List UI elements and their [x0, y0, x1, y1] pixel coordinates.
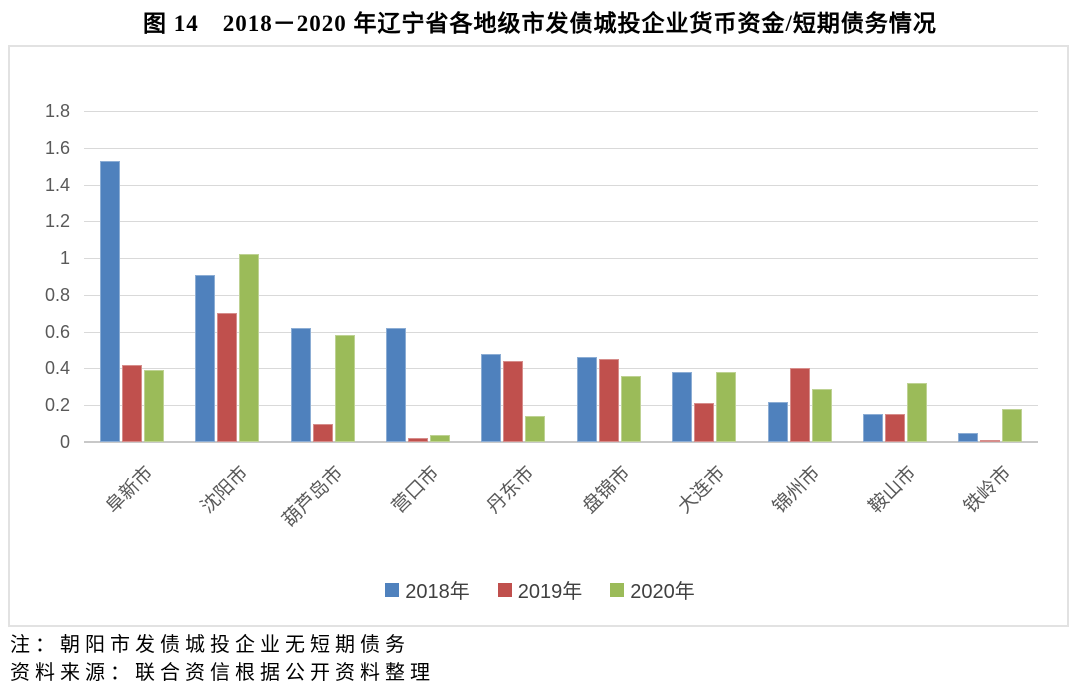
- bar: [291, 328, 311, 442]
- gridline: [84, 294, 1038, 296]
- bar: [716, 372, 736, 442]
- y-axis-label: 0.8: [44, 284, 70, 305]
- x-axis-label: 葫芦岛市: [279, 462, 348, 532]
- gridline: [84, 111, 1038, 112]
- bar: [1002, 409, 1022, 442]
- bar: [812, 389, 832, 442]
- bar: [195, 275, 215, 442]
- legend-label: 2018年: [405, 581, 470, 603]
- x-axis-line: [84, 441, 1038, 443]
- bar: [863, 414, 883, 442]
- chart-frame: 0 0.2 0.4 0.6 0.8 1 1.2 1.4 1.6 1.8 阜新市 沈阳市 葫芦岛市 营口市丹…: [8, 45, 1069, 627]
- gridline: [84, 221, 1038, 223]
- bar: [621, 376, 641, 442]
- bar: [672, 372, 692, 442]
- y-axis-label: 0.2: [44, 395, 70, 416]
- y-axis-label: 0.6: [44, 321, 70, 342]
- bar: [144, 370, 164, 442]
- gridline: [84, 258, 1038, 260]
- x-axis-label: 盘锦市: [578, 462, 635, 518]
- y-axis-label: 1: [59, 248, 70, 269]
- bar: [907, 383, 927, 442]
- bar: [790, 368, 810, 442]
- gridline: [84, 147, 1038, 149]
- x-axis-label: 阜新市: [101, 462, 158, 518]
- y-axis-label: 1.4: [44, 174, 70, 195]
- x-axis-label: 营口市: [388, 462, 444, 518]
- chart-title: 图 14 2018－2020 年辽宁省各地级市发债城投企业货币资金/短期债务情况: [143, 11, 937, 36]
- gridline: [84, 331, 1038, 333]
- y-axis-label: 1.8: [44, 101, 70, 121]
- bar: [980, 440, 1000, 442]
- bar: [694, 403, 714, 442]
- bar: [386, 328, 406, 442]
- gridline: [84, 405, 1038, 407]
- bar: [503, 361, 523, 442]
- footnotes: 注：朝阳市发债城投企业无短期债务 资料来源：联合资信根据公开资料整理: [10, 631, 435, 687]
- bar: [481, 354, 501, 442]
- footnote-note: 注：朝阳市发债城投企业无短期债务: [10, 634, 410, 656]
- legend-item: 2019年: [497, 575, 583, 604]
- bar: [768, 402, 788, 442]
- x-axis-label: 鞍山市: [865, 462, 921, 518]
- bar: [100, 161, 120, 442]
- x-axis-label: 沈阳市: [197, 462, 253, 518]
- legend-label: 2019年: [517, 581, 583, 603]
- bar: [525, 416, 545, 442]
- legend-swatch-icon: [385, 582, 400, 597]
- bar: [958, 433, 978, 442]
- x-axis-label: 铁岭市: [960, 462, 1016, 518]
- gridline: [84, 368, 1038, 370]
- y-axis-label: 0: [59, 432, 70, 452]
- x-axis-label: 大连市: [674, 462, 730, 518]
- y-axis-label: 1.2: [44, 211, 70, 232]
- legend-swatch-icon: [497, 582, 512, 597]
- bar: [313, 424, 333, 442]
- bar: [577, 357, 597, 442]
- bar: [122, 365, 142, 442]
- y-axis-label: 0.4: [44, 358, 70, 379]
- bar: [885, 414, 905, 442]
- bar: [239, 254, 259, 442]
- footnote-source: 资料来源：联合资信根据公开资料整理: [10, 662, 435, 684]
- bar: [335, 335, 355, 442]
- bar: [408, 438, 428, 442]
- legend-item: 2018年: [385, 575, 470, 604]
- chart-legend: 2018年 2019年 2020年: [0, 575, 1080, 604]
- y-axis-label: 1.6: [44, 137, 70, 158]
- legend-item: 2020年: [610, 575, 695, 604]
- bar: [599, 359, 619, 442]
- legend-label: 2020年: [630, 581, 695, 603]
- gridline: [84, 184, 1038, 186]
- bar: [430, 435, 450, 442]
- x-axis-label: 丹东市: [483, 462, 539, 518]
- legend-swatch-icon: [610, 582, 625, 597]
- bar: [217, 313, 237, 442]
- x-axis-label: 锦州市: [769, 462, 825, 518]
